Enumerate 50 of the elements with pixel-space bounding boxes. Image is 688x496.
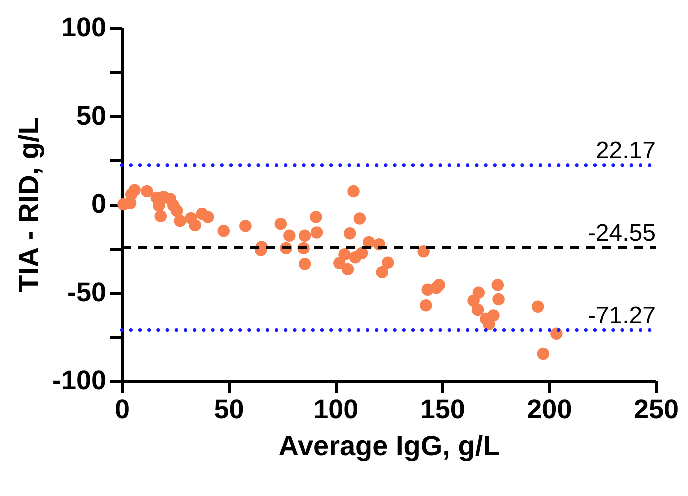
point [433, 279, 446, 292]
point [472, 304, 484, 316]
y-tick-label: 100 [61, 12, 106, 42]
point [418, 246, 430, 258]
y-tick-label: -100 [52, 366, 106, 396]
point [356, 247, 368, 260]
x-tick-label: 0 [114, 394, 130, 424]
point [218, 225, 230, 238]
point [472, 286, 486, 300]
point [174, 214, 186, 228]
point [376, 266, 388, 279]
point [338, 248, 351, 261]
point [382, 256, 394, 270]
y-tick-label: 0 [91, 189, 106, 219]
x-tick-label: 150 [420, 394, 466, 424]
x-tick-label: 200 [527, 394, 572, 424]
point [488, 310, 500, 322]
point [354, 212, 366, 225]
ref-line-label: -24.55 [588, 220, 656, 247]
point [420, 300, 432, 312]
point [298, 258, 312, 270]
point [202, 211, 214, 224]
point [310, 211, 322, 224]
y-tick-label: 50 [76, 100, 106, 131]
point [344, 228, 356, 240]
point [141, 185, 154, 198]
point [170, 204, 184, 218]
ref-line-label: 22.17 [596, 137, 656, 164]
point [274, 218, 288, 230]
point [298, 230, 312, 242]
point [348, 185, 360, 198]
point [284, 230, 296, 242]
point [532, 300, 544, 313]
point [492, 293, 505, 306]
point [128, 184, 141, 196]
point [189, 219, 202, 232]
x-tick-label: 100 [314, 394, 359, 424]
x-axis-title: Average IgG, g/L [278, 430, 500, 462]
point [550, 328, 563, 340]
point [537, 348, 550, 360]
point [154, 210, 167, 222]
y-axis-title: TIA - RID, g/L [13, 118, 44, 292]
point [240, 220, 252, 232]
point [342, 263, 354, 276]
point [492, 279, 504, 292]
x-tick-label: 250 [634, 394, 680, 424]
x-tick-label: 50 [214, 394, 244, 424]
point [310, 226, 324, 239]
ref-line-label: -71.27 [588, 302, 656, 330]
y-tick-label: -50 [67, 277, 106, 308]
